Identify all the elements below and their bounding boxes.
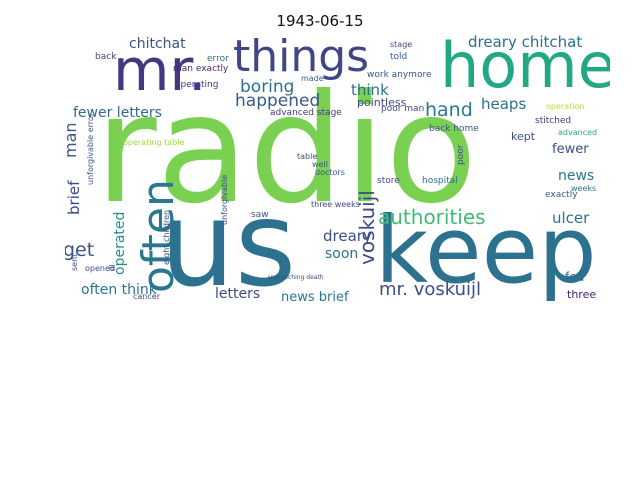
word-unforgivable: unforgivable: [220, 174, 229, 225]
word-us: us: [160, 175, 297, 307]
word-fewer-letters: fewer letters: [73, 105, 162, 121]
word-man-exactly: man exactly: [173, 64, 229, 74]
word-doctors: doctors: [315, 168, 345, 177]
word-radio: radio: [95, 63, 478, 237]
word-opened: opened: [85, 264, 115, 273]
word-happened: happened: [235, 91, 321, 111]
word-hospital: hospital: [422, 176, 458, 186]
word-operating: operating: [175, 80, 219, 90]
word-store: store: [377, 176, 400, 186]
word-sent: sent: [70, 253, 79, 271]
word-poor: poor: [456, 144, 466, 165]
word-operating-table: operating table: [123, 138, 185, 147]
word-weeks: weeks: [571, 184, 597, 193]
word-cloud: radio us keep mr. home things often auth…: [65, 35, 610, 307]
word-mr-voskuijl: mr. voskuijl: [379, 279, 482, 300]
word-fewer: fewer: [552, 142, 589, 157]
word-home: home: [440, 35, 610, 102]
word-hand: hand: [425, 99, 473, 121]
word-chitchat: chitchat: [129, 36, 186, 52]
word-things: things: [233, 35, 370, 82]
word-made: made: [301, 74, 324, 83]
word-advanced: advanced: [558, 128, 598, 137]
word-well: well: [312, 160, 328, 169]
word-back: back: [95, 52, 117, 62]
word-approaching-death: approaching death: [267, 274, 324, 281]
word-soon: soon: [325, 246, 359, 262]
word-news-brief: news brief: [281, 290, 349, 305]
word-operation: operation: [546, 102, 585, 111]
word-letters: letters: [215, 286, 261, 302]
word-saw: saw: [251, 210, 269, 220]
word-brief: brief: [65, 180, 83, 215]
word-boring: boring: [240, 77, 295, 97]
word-three: three: [567, 288, 597, 301]
word-fed: fed: [565, 270, 585, 284]
word-think: think: [351, 81, 389, 99]
word-pointless: pointless: [357, 96, 407, 109]
word-told: told: [390, 52, 408, 62]
word-often: often: [133, 179, 184, 293]
word-cancer: cancer: [133, 292, 160, 301]
word-news: news: [558, 168, 595, 184]
word-keep: keep: [375, 197, 597, 304]
word-unforgivable-error: unforgivable error: [86, 112, 95, 185]
word-often-think: often think: [81, 282, 157, 298]
word-work-anymore: work anymore: [367, 70, 432, 80]
word-stitched: stitched: [535, 116, 572, 126]
word-heaps: heaps: [481, 95, 527, 113]
word-authorities: authorities: [378, 205, 486, 229]
word-error: error: [207, 54, 229, 64]
word-mr: mr.: [113, 36, 207, 104]
word-exactly: exactly: [545, 190, 578, 200]
word-three-weeks: three weeks: [311, 200, 360, 209]
word-dreary-chitchat: dreary chitchat: [468, 35, 583, 51]
word-dreary: dreary: [323, 227, 372, 245]
word-eight-children: eight children: [162, 209, 171, 265]
chart-title: 1943-06-15: [276, 12, 364, 30]
word-table: table: [297, 152, 318, 161]
word-poor-man: poor man: [381, 104, 425, 114]
word-advanced-stage: advanced stage: [270, 108, 342, 118]
word-kept: kept: [511, 130, 536, 143]
word-get: get: [65, 239, 95, 261]
word-man: man: [65, 122, 80, 158]
word-ulcer: ulcer: [552, 209, 590, 227]
word-back-home: back home: [429, 124, 479, 134]
word-ill: ill: [108, 264, 117, 271]
word-stage: stage: [390, 40, 413, 49]
